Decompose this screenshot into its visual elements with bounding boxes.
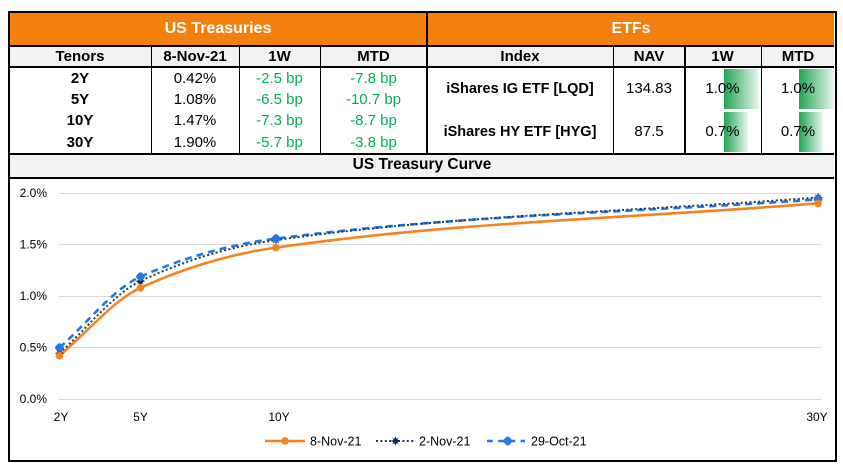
svg-text:1.5%: 1.5% [20,238,48,252]
svg-text:2.0%: 2.0% [20,186,48,200]
svg-text:2Y: 2Y [54,410,69,424]
svg-text:1.0%: 1.0% [20,289,48,303]
svg-text:0.0%: 0.0% [20,392,48,406]
svg-text:5Y: 5Y [133,410,148,424]
svg-text:8-Nov-21: 8-Nov-21 [310,435,361,449]
svg-text:30Y: 30Y [806,410,827,424]
svg-text:10Y: 10Y [268,410,289,424]
svg-text:29-Oct-21: 29-Oct-21 [531,435,587,449]
svg-text:2-Nov-21: 2-Nov-21 [419,435,470,449]
svg-text:0.5%: 0.5% [20,341,48,355]
